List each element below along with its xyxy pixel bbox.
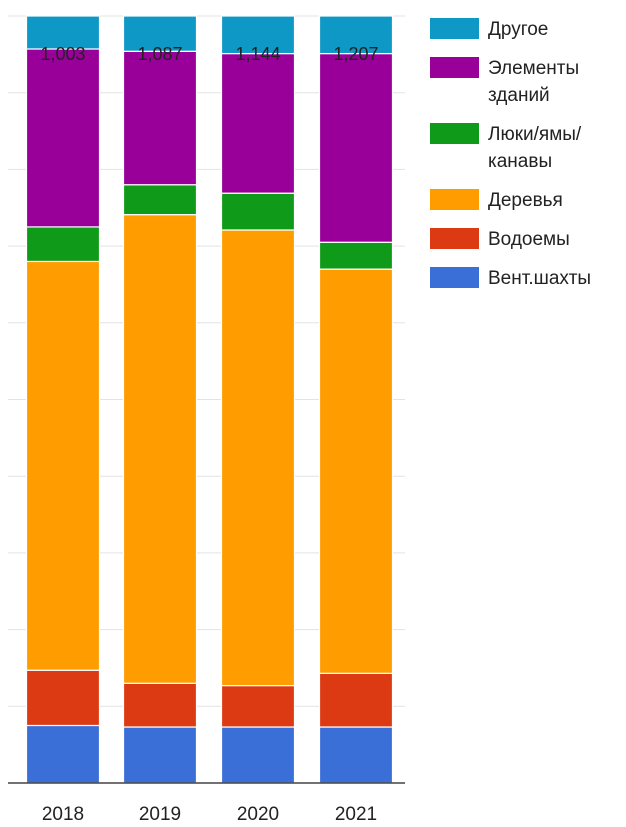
legend-swatch bbox=[430, 57, 479, 78]
legend-item-деревья[interactable]: Деревья bbox=[430, 189, 563, 211]
bar-segment-люки-ямы-канавы-2021 bbox=[318, 241, 394, 270]
bar-segment-вент-шахты-2021 bbox=[318, 726, 394, 784]
total-label-2019: 1,087 bbox=[137, 44, 182, 64]
legend-swatch bbox=[430, 267, 479, 288]
total-label-2021: 1,207 bbox=[333, 44, 378, 64]
bar-stack-2019 bbox=[122, 15, 198, 784]
x-axis-tick-labels: 2018 2019 2020 2021 bbox=[42, 804, 377, 825]
bar-stack-2018 bbox=[25, 15, 101, 784]
x-tick-label-2020: 2020 bbox=[237, 804, 279, 825]
total-label-2020: 1,144 bbox=[235, 44, 280, 64]
legend-label: Люки/ямы/ bbox=[488, 124, 582, 145]
legend-swatch bbox=[430, 189, 479, 210]
legend-label: Элементы bbox=[488, 58, 579, 79]
legend-label: Другое bbox=[488, 19, 548, 40]
bar-stack-2021 bbox=[318, 15, 394, 784]
bar-segment-водоемы-2021 bbox=[318, 672, 394, 728]
bar-segment-другое-2018 bbox=[25, 15, 101, 50]
legend-item-водоемы[interactable]: Водоемы bbox=[430, 228, 570, 250]
x-tick-label-2021: 2021 bbox=[335, 804, 377, 825]
bar-segment-другое-2019 bbox=[122, 15, 198, 52]
bar-segment-вент-шахты-2018 bbox=[25, 724, 101, 784]
bars bbox=[25, 15, 394, 784]
bar-segment-другое-2020 bbox=[220, 15, 296, 55]
legend-label: зданий bbox=[488, 85, 550, 106]
bar-segment-водоемы-2019 bbox=[122, 682, 198, 728]
bar-segment-водоемы-2018 bbox=[25, 669, 101, 727]
legend[interactable]: Другое Элементы зданий Люки/ямы/канавы Дерев… bbox=[430, 18, 591, 289]
bar-segment-вент-шахты-2020 bbox=[220, 726, 296, 784]
bar-segment-деревья-2019 bbox=[122, 214, 198, 684]
legend-swatch bbox=[430, 228, 479, 249]
legend-label: канавы bbox=[488, 151, 552, 172]
bar-segment-элементы-зданий-2018 bbox=[25, 48, 101, 228]
bar-segment-другое-2021 bbox=[318, 15, 394, 55]
bar-segment-деревья-2020 bbox=[220, 229, 296, 687]
legend-item-люки-ямы-канавы[interactable]: Люки/ямы/канавы bbox=[430, 123, 582, 172]
legend-label: Водоемы bbox=[488, 229, 570, 250]
bar-segment-деревья-2021 bbox=[318, 268, 394, 674]
bar-segment-элементы-зданий-2021 bbox=[318, 52, 394, 243]
bar-segment-люки-ямы-канавы-2020 bbox=[220, 192, 296, 231]
legend-item-элементы-зданий[interactable]: Элементы зданий bbox=[430, 57, 579, 106]
legend-item-вент-шахты[interactable]: Вент.шахты bbox=[430, 267, 591, 289]
total-label-2018: 1,003 bbox=[40, 44, 85, 64]
bar-segment-вент-шахты-2019 bbox=[122, 726, 198, 784]
bar-segment-люки-ямы-канавы-2019 bbox=[122, 184, 198, 216]
bar-segment-люки-ямы-канавы-2018 bbox=[25, 226, 101, 263]
legend-swatch bbox=[430, 123, 479, 144]
x-tick-label-2019: 2019 bbox=[139, 804, 181, 825]
legend-item-другое[interactable]: Другое bbox=[430, 18, 548, 40]
legend-label: Деревья bbox=[488, 190, 563, 211]
legend-swatch bbox=[430, 18, 479, 39]
bar-segment-водоемы-2020 bbox=[220, 684, 296, 728]
bar-segment-деревья-2018 bbox=[25, 260, 101, 671]
x-tick-label-2018: 2018 bbox=[42, 804, 84, 825]
total-labels: 1,003 1,087 1,144 1,207 bbox=[40, 44, 378, 64]
legend-label: Вент.шахты bbox=[488, 268, 591, 289]
bar-segment-элементы-зданий-2019 bbox=[122, 50, 198, 186]
bar-stack-2020 bbox=[220, 15, 296, 784]
bar-segment-элементы-зданий-2020 bbox=[220, 52, 296, 194]
